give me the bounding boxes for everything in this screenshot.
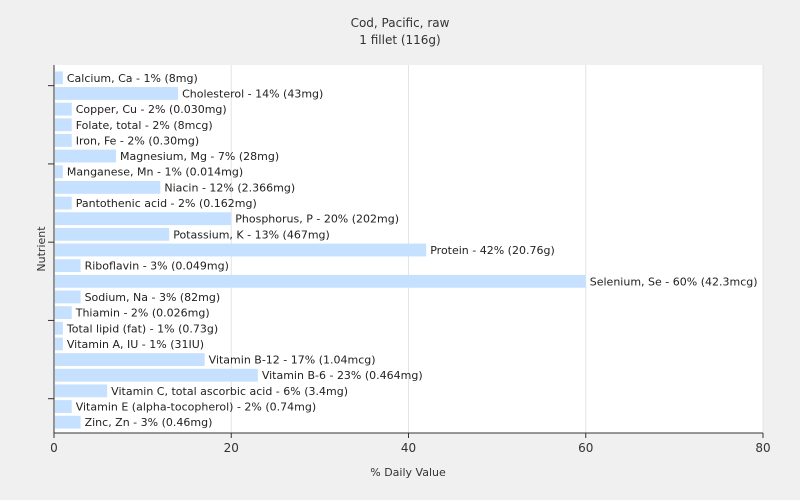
bar-label: Niacin - 12% (2.366mg): [164, 181, 295, 194]
bar: [55, 102, 72, 116]
bar-label: Potassium, K - 13% (467mg): [173, 228, 330, 241]
x-tick-label: 0: [50, 441, 58, 455]
bar-label: Phosphorus, P - 20% (202mg): [235, 213, 399, 226]
bar: [55, 415, 81, 429]
bar-label: Vitamin B-12 - 17% (1.04mcg): [209, 354, 376, 367]
bar: [55, 321, 63, 335]
bar: [55, 149, 117, 163]
bar: [55, 259, 81, 273]
bar-label: Thiamin - 2% (0.026mg): [75, 307, 210, 320]
x-tick-label: 20: [224, 441, 239, 455]
bar: [55, 180, 161, 194]
x-tick-label: 80: [755, 441, 770, 455]
bar-label: Vitamin E (alpha-tocopherol) - 2% (0.74m…: [76, 401, 316, 414]
chart-subtitle: 1 fillet (116g): [359, 33, 440, 47]
bar: [55, 196, 72, 210]
bar: [55, 274, 586, 288]
y-axis-label: Nutrient: [35, 226, 48, 272]
chart-title: Cod, Pacific, raw: [351, 16, 450, 30]
bar-label: Vitamin B-6 - 23% (0.464mg): [262, 369, 423, 382]
bar-label: Pantothenic acid - 2% (0.162mg): [76, 197, 257, 210]
bar-label: Manganese, Mn - 1% (0.014mg): [67, 166, 243, 179]
bar-label: Cholesterol - 14% (43mg): [182, 87, 323, 100]
bar: [55, 165, 63, 179]
bar: [55, 353, 205, 366]
y-axis-ticks: [48, 85, 54, 400]
x-tick-label: 40: [401, 441, 416, 455]
bar-label: Copper, Cu - 2% (0.030mg): [76, 103, 227, 116]
bar-label: Selenium, Se - 60% (42.3mcg): [590, 275, 758, 288]
bar-labels: Calcium, Ca - 1% (8mg) Cholesterol - 14% …: [66, 72, 758, 429]
bar: [55, 400, 72, 413]
bar-label: Sodium, Na - 3% (82mg): [85, 291, 221, 304]
bars: [55, 71, 586, 429]
x-axis-label: % Daily Value: [370, 466, 446, 479]
bar-label: Calcium, Ca - 1% (8mg): [67, 72, 198, 85]
bar-label: Riboflavin - 3% (0.049mg): [85, 260, 229, 273]
bar-label: Protein - 42% (20.76g): [430, 244, 555, 257]
bar-label: Folate, total - 2% (8mcg): [76, 119, 213, 132]
bar-label: Vitamin C, total ascorbic acid - 6% (3.4…: [111, 385, 348, 398]
x-tick-label: 60: [578, 441, 593, 455]
bar-label: Iron, Fe - 2% (0.30mg): [76, 134, 199, 147]
bar: [55, 368, 258, 382]
bar: [55, 384, 108, 398]
bar-label: Magnesium, Mg - 7% (28mg): [120, 150, 279, 163]
bar: [55, 337, 63, 351]
bar: [55, 306, 72, 320]
bar: [55, 118, 72, 132]
bar: [55, 212, 232, 226]
bar: [55, 134, 72, 147]
x-axis-ticks: 0 20 40 60 80: [50, 433, 771, 455]
bar: [55, 243, 427, 257]
bar: [55, 290, 81, 304]
bar-label: Total lipid (fat) - 1% (0.73g): [66, 322, 218, 335]
bar-label: Zinc, Zn - 3% (0.46mg): [85, 416, 213, 429]
bar: [55, 87, 179, 100]
bar: [55, 227, 170, 241]
bar-label: Vitamin A, IU - 1% (31IU): [67, 338, 204, 351]
bar: [55, 71, 63, 85]
